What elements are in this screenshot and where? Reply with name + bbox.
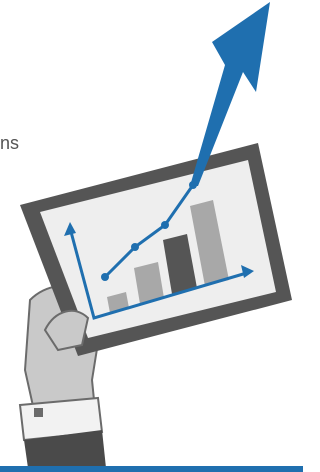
cufflink <box>34 408 43 417</box>
trend-dot <box>161 221 169 229</box>
trend-dot <box>101 273 109 281</box>
illustration <box>0 0 303 472</box>
bottom-bar <box>0 466 303 472</box>
screen: ns <box>0 0 303 472</box>
trend-dot <box>131 243 139 251</box>
